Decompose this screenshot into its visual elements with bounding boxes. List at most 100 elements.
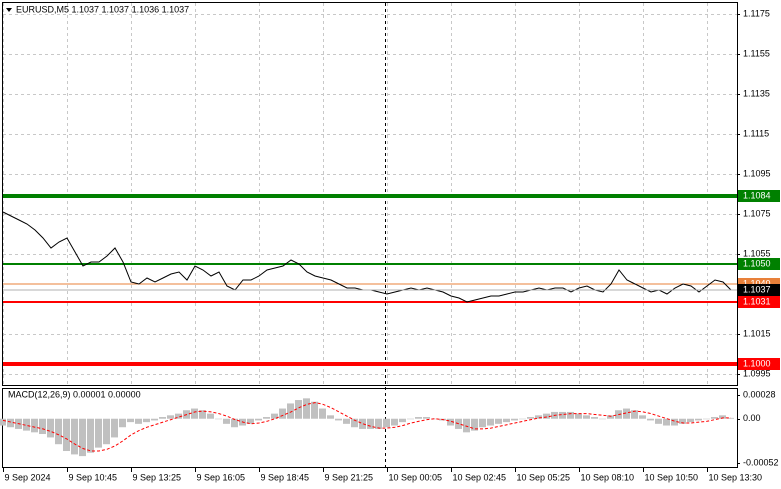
y-tick-label: 1.1175 [743,8,770,18]
y-tick-label: 1.1095 [743,168,771,178]
x-tick-label: 9 Sep 18:45 [261,472,310,482]
x-tick-label: 9 Sep 21:25 [325,472,374,482]
level-label-box [738,258,780,270]
macd-bar [647,418,654,421]
macd-bar [71,418,78,455]
macd-bar [215,418,222,420]
main-panel-frame [2,2,738,386]
macd-bar [663,418,670,426]
macd-panel-frame [2,388,738,468]
macd-bar [487,418,494,426]
macd-bar [0,418,6,426]
macd-bar [535,415,542,419]
macd-bar [319,408,326,419]
macd-bar [167,415,174,419]
macd-bar [303,398,310,419]
macd-bar [95,418,102,448]
macd-bar [343,418,350,424]
macd-bar [559,411,566,419]
macd-bar [527,417,534,419]
macd-bar [655,418,662,424]
macd-bar [415,417,422,419]
macd-bar [367,418,374,429]
macd-bar [143,418,150,423]
macd-bar [423,417,430,419]
macd-bar [87,418,94,453]
macd-bar [519,418,526,420]
current-price-label: 1.1037 [743,284,771,294]
macd-bar [431,418,438,420]
macd-bar [711,417,718,419]
macd-bar [271,413,278,419]
macd-bar [199,410,206,419]
macd-bar [135,418,142,424]
macd-bar [63,418,70,452]
macd-bar [7,418,14,428]
macd-bar [575,413,582,419]
signal-line [2,402,731,452]
current-price-box [738,284,780,296]
macd-bar [695,418,702,421]
macd-bar [495,418,502,424]
y-tick-label: 1.1075 [743,208,771,218]
macd-bar [703,418,710,420]
macd-bar [47,418,54,438]
y-tick-label: 1.1015 [743,328,771,338]
level-label: 1.1031 [743,296,771,306]
y-tick-label: 1.1155 [743,48,770,58]
macd-bar [39,418,46,435]
macd-bar [583,415,590,419]
macd-bar [207,413,214,419]
macd-bar [623,408,630,419]
macd-bar [503,418,510,423]
level-label: 1.1000 [743,358,771,368]
macd-bar [79,418,86,457]
macd-bar [231,418,238,428]
x-tick-label: 10 Sep 13:30 [709,472,763,482]
x-tick-label: 10 Sep 00:05 [389,472,443,482]
macd-bar [375,418,382,429]
level-label-box [738,358,780,370]
macd-bar [175,413,182,419]
x-tick-label: 9 Sep 2024 [5,472,51,482]
chart-title: EURUSD,M5 1.1037 1.1037 1.1036 1.1037 [16,4,189,14]
macd-bar [287,403,294,419]
level-label: 1.1040 [743,278,771,288]
macd-bar [335,418,342,421]
macd-bar [151,418,158,421]
y-tick-label: 0.00 [743,413,761,423]
macd-bar [463,418,470,433]
macd-bar [191,408,198,419]
x-tick-label: 10 Sep 02:45 [453,472,507,482]
x-tick-label: 10 Sep 08:10 [581,472,635,482]
macd-bar [223,418,230,424]
macd-bar [295,400,302,419]
macd-bar [607,415,614,419]
macd-bar [727,417,734,419]
y-tick-label: 1.0995 [743,368,771,378]
x-tick-label: 10 Sep 10:50 [645,472,699,482]
y-tick-label: 1.1115 [743,128,769,138]
y-tick-label: 1.1055 [743,248,771,258]
macd-bar [127,418,134,423]
macd-bar [399,418,406,423]
macd-bar [567,411,574,419]
macd-bar [383,418,390,428]
level-label: 1.1050 [743,258,771,268]
macd-bar [631,410,638,419]
macd-bar [479,418,486,428]
macd-bar [639,415,646,419]
macd-bar [543,413,550,419]
macd-bar [31,418,38,433]
y-tick-label: 1.1135 [743,88,770,98]
macd-bar [255,418,262,421]
x-tick-label: 9 Sep 10:45 [69,472,118,482]
macd-bar [327,415,334,419]
level-label: 1.1084 [743,190,771,200]
macd-bar [599,418,606,420]
macd-bar [471,418,478,431]
macd-bar [591,417,598,419]
macd-bar [351,418,358,428]
